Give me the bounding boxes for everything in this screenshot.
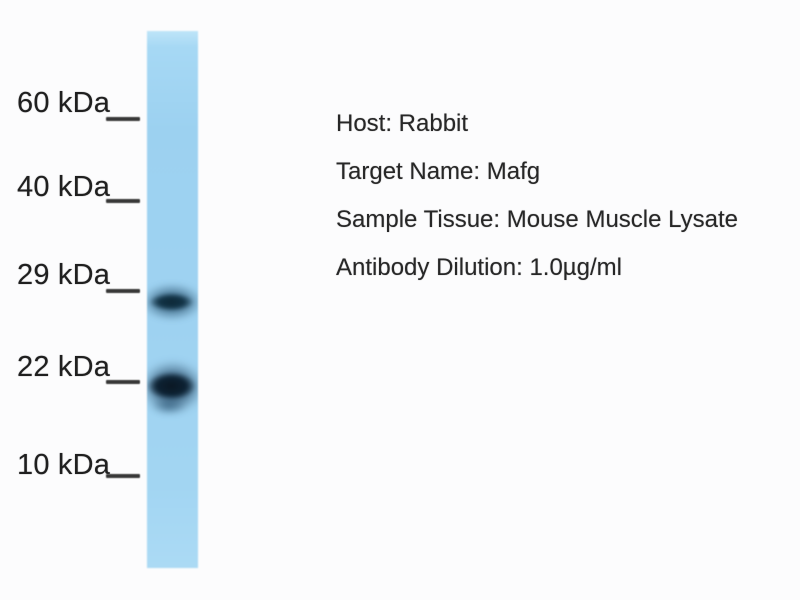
marker-label-40kda: 40 kDa [17,171,111,203]
lower-band [147,372,196,400]
annotation-target-name: Target Name: Mafg [336,158,541,185]
annotation-host: Host: Rabbit [336,110,469,137]
marker-tick-29kda [106,289,140,293]
marker-tick-10kda [106,474,140,478]
marker-tick-60kda [106,117,140,121]
annotation-antibody-dilution: Antibody Dilution: 1.0µg/ml [336,254,622,281]
marker-label-22kda: 22 kDa [17,351,111,383]
upper-band [149,293,194,311]
marker-tick-40kda [106,199,140,203]
marker-label-10kda: 10 kDa [17,449,111,481]
blot-lane [147,31,198,568]
marker-label-29kda: 29 kDa [17,259,111,291]
marker-tick-22kda [106,380,140,384]
annotation-sample-tissue: Sample Tissue: Mouse Muscle Lysate [336,206,738,233]
lower-band-smudge [150,397,187,415]
marker-label-60kda: 60 kDa [17,87,111,119]
